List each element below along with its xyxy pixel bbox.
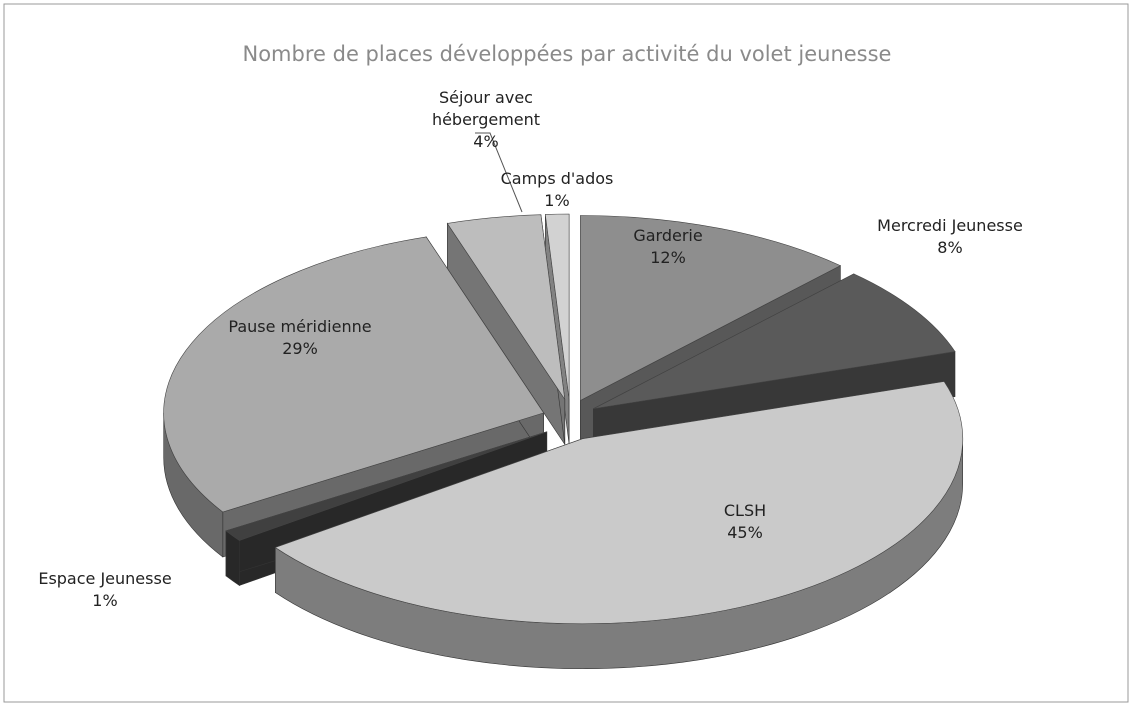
category-label: Garderie (633, 226, 703, 245)
leader-line (475, 132, 523, 213)
category-label: Mercredi Jeunesse (877, 216, 1023, 235)
slice (274, 381, 964, 625)
value-label: 12% (650, 248, 686, 267)
category-label: CLSH (723, 501, 767, 520)
slice (225, 431, 547, 541)
slice (446, 214, 566, 400)
slice-label: Garderie 12% (608, 225, 728, 269)
value-label: 8% (937, 238, 963, 257)
slice (544, 213, 570, 400)
pie (163, 213, 964, 670)
slice-label: Espace Jeunesse 1% (15, 568, 195, 612)
category-label: Camps d'ados (500, 169, 614, 188)
slice-label: Pause méridienne 29% (200, 316, 400, 360)
slice (593, 273, 956, 409)
slice (580, 215, 842, 401)
chart-title: Nombre de places développées par activit… (242, 42, 892, 66)
value-label: 4% (473, 132, 499, 151)
chart-border (3, 3, 1129, 703)
slice-label: Mercredi Jeunesse 8% (840, 215, 1060, 259)
slice-label: CLSH 45% (685, 500, 805, 544)
category-label: Espace Jeunesse (38, 569, 172, 588)
category-label: Pause méridienne (228, 317, 372, 336)
value-label: 1% (92, 591, 118, 610)
value-label: 29% (282, 339, 318, 358)
value-label: 1% (544, 191, 570, 210)
slice-label: Séjour avec hébergement 4% (411, 87, 561, 153)
value-label: 45% (727, 523, 763, 542)
slice-label: Camps d'ados 1% (487, 168, 627, 212)
category-label: Séjour avec hébergement (431, 88, 541, 129)
slice (163, 236, 545, 513)
